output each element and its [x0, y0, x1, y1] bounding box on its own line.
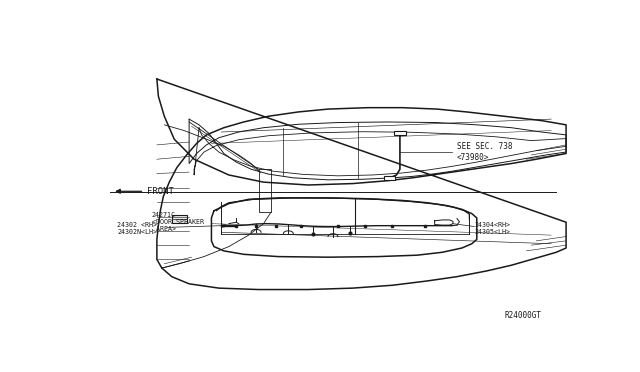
Text: R24000GT: R24000GT [504, 311, 541, 320]
Bar [383, 176, 396, 180]
Text: SEE SEC. 738
<73980>: SEE SEC. 738 <73980> [457, 142, 513, 162]
Text: 24302 <RH>
24302N<LH>: 24302 <RH> 24302N<LH> [117, 222, 157, 235]
Text: 24271C
<DOOR SPEAKER
 AREA>: 24271C <DOOR SPEAKER AREA> [152, 212, 204, 232]
Text: FRONT: FRONT [147, 187, 174, 196]
Bar [394, 131, 406, 135]
Text: 24304<RH>
24305<LH>: 24304<RH> 24305<LH> [474, 222, 510, 235]
Bar [172, 215, 187, 223]
